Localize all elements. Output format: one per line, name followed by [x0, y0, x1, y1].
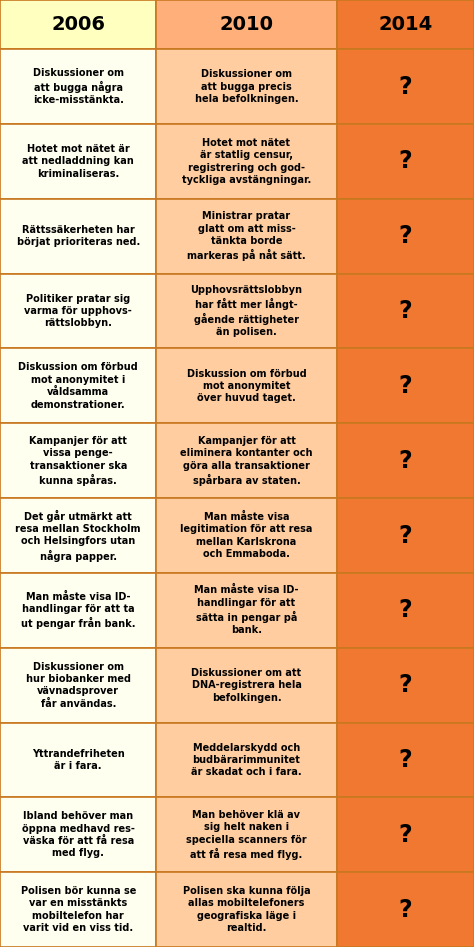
- Bar: [156, 723, 337, 797]
- Text: Ibland behöver man
öppna medhavd res-
väska för att få resa
med flyg.: Ibland behöver man öppna medhavd res- vä…: [22, 812, 135, 858]
- Text: Diskussioner om
att bugga precis
hela befolkningen.: Diskussioner om att bugga precis hela be…: [195, 69, 298, 104]
- Text: Diskussion om förbud
mot anonymitet
över huvud taget.: Diskussion om förbud mot anonymitet över…: [187, 368, 306, 403]
- Bar: [337, 348, 474, 423]
- Text: ?: ?: [399, 599, 412, 622]
- Bar: [337, 124, 474, 199]
- Text: Man måste visa
legitimation för att resa
mellan Karlskrona
och Emmaboda.: Man måste visa legitimation för att resa…: [180, 512, 313, 559]
- Text: Man behöver klä av
sig helt naken i
speciella scanners för
att få resa med flyg.: Man behöver klä av sig helt naken i spec…: [186, 810, 307, 860]
- Bar: [337, 423, 474, 498]
- Bar: [337, 274, 474, 348]
- Text: Polisen ska kunna följa
allas mobiltelefoners
geografiska läge i
realtid.: Polisen ska kunna följa allas mobiltelef…: [182, 886, 310, 933]
- Bar: [337, 648, 474, 723]
- Bar: [156, 498, 337, 573]
- Text: Yttrandefriheten
är i fara.: Yttrandefriheten är i fara.: [32, 749, 125, 771]
- Bar: [337, 199, 474, 274]
- Text: Upphovsrättslobbyn
har fått mer långt-
gående rättigheter
än polisen.: Upphovsrättslobbyn har fått mer långt- g…: [191, 285, 302, 337]
- Bar: [0, 498, 156, 573]
- Bar: [156, 423, 337, 498]
- Text: Diskussioner om
att bugga några
icke-misstänkta.: Diskussioner om att bugga några icke-mis…: [33, 68, 124, 105]
- Text: ?: ?: [399, 673, 412, 697]
- Bar: [156, 49, 337, 124]
- Bar: [0, 274, 156, 348]
- Text: Hotet mot nätet
är statlig censur,
registrering och god-
tyckliga avstängningar.: Hotet mot nätet är statlig censur, regis…: [182, 138, 311, 185]
- Text: 2014: 2014: [378, 15, 432, 34]
- Bar: [0, 423, 156, 498]
- Text: Hotet mot nätet är
att nedladdning kan
kriminaliseras.: Hotet mot nätet är att nedladdning kan k…: [22, 144, 134, 179]
- Text: 2010: 2010: [219, 15, 273, 34]
- Bar: [0, 348, 156, 423]
- Text: ?: ?: [399, 299, 412, 323]
- Bar: [0, 723, 156, 797]
- Text: ?: ?: [399, 898, 412, 921]
- Bar: [156, 573, 337, 648]
- Text: Kampanjer för att
eliminera kontanter och
göra alla transaktioner
spårbara av st: Kampanjer för att eliminera kontanter oc…: [180, 436, 313, 486]
- Bar: [156, 274, 337, 348]
- Text: Meddelarskydd och
budbärarimmunitet
är skadat och i fara.: Meddelarskydd och budbärarimmunitet är s…: [191, 742, 302, 777]
- Bar: [337, 723, 474, 797]
- Text: ?: ?: [399, 449, 412, 473]
- Bar: [337, 0, 474, 49]
- Bar: [0, 49, 156, 124]
- Bar: [0, 573, 156, 648]
- Text: Diskussioner om att
DNA-registrera hela
befolkingen.: Diskussioner om att DNA-registrera hela …: [191, 668, 301, 703]
- Text: Det går utmärkt att
resa mellan Stockholm
och Helsingfors utan
några papper.: Det går utmärkt att resa mellan Stockhol…: [16, 509, 141, 562]
- Bar: [156, 348, 337, 423]
- Text: ?: ?: [399, 374, 412, 398]
- Text: ?: ?: [399, 748, 412, 772]
- Text: Diskussion om förbud
mot anonymitet i
våldsamma
demonstrationer.: Diskussion om förbud mot anonymitet i vå…: [18, 363, 138, 409]
- Bar: [156, 797, 337, 872]
- Text: Man måste visa ID-
handlingar för att ta
ut pengar från bank.: Man måste visa ID- handlingar för att ta…: [21, 592, 136, 629]
- Bar: [156, 124, 337, 199]
- Bar: [337, 573, 474, 648]
- Text: Polisen bör kunna se
var en misstänkts
mobiltelefon har
varit vid en viss tid.: Polisen bör kunna se var en misstänkts m…: [20, 886, 136, 933]
- Bar: [0, 199, 156, 274]
- Bar: [0, 648, 156, 723]
- Text: ?: ?: [399, 524, 412, 547]
- Text: Man måste visa ID-
handlingar för att
sätta in pengar på
bank.: Man måste visa ID- handlingar för att sä…: [194, 585, 299, 635]
- Text: Ministrar pratar
glatt om att miss-
tänkta borde
markeras på nåt sätt.: Ministrar pratar glatt om att miss- tänk…: [187, 211, 306, 261]
- Bar: [0, 797, 156, 872]
- Bar: [156, 199, 337, 274]
- Text: ?: ?: [399, 75, 412, 98]
- Text: ?: ?: [399, 150, 412, 173]
- Text: 2006: 2006: [51, 15, 105, 34]
- Bar: [156, 872, 337, 947]
- Text: Diskussioner om
hur biobanker med
vävnadsprover
får användas.: Diskussioner om hur biobanker med vävnad…: [26, 662, 131, 708]
- Text: Politiker pratar sig
varma för upphovs-
rättslobbyn.: Politiker pratar sig varma för upphovs- …: [24, 294, 132, 329]
- Bar: [156, 648, 337, 723]
- Bar: [0, 124, 156, 199]
- Bar: [337, 797, 474, 872]
- Bar: [337, 49, 474, 124]
- Text: ?: ?: [399, 823, 412, 847]
- Bar: [156, 0, 337, 49]
- Bar: [337, 872, 474, 947]
- Text: ?: ?: [399, 224, 412, 248]
- Bar: [0, 872, 156, 947]
- Text: Kampanjer för att
vissa penge-
transaktioner ska
kunna spåras.: Kampanjer för att vissa penge- transakti…: [29, 436, 127, 486]
- Bar: [337, 498, 474, 573]
- Text: Rättssäkerheten har
börjat prioriteras ned.: Rättssäkerheten har börjat prioriteras n…: [17, 225, 140, 247]
- Bar: [0, 0, 156, 49]
